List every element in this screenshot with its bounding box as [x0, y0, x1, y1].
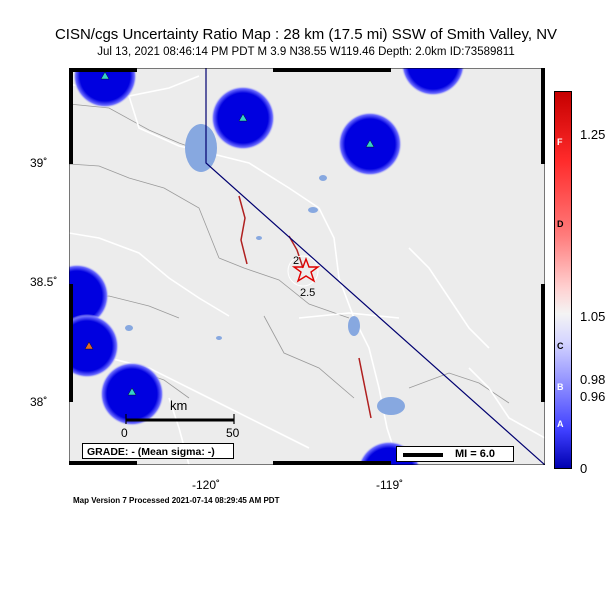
- map-canvas[interactable]: 2 2.5: [69, 68, 545, 465]
- colorbar-value-0: 0: [580, 461, 588, 476]
- faults: [238, 195, 372, 419]
- grade-letter-f: F: [557, 137, 563, 147]
- contour-label: 2: [293, 255, 299, 267]
- grade-letter-c: C: [557, 341, 564, 351]
- colorbar: [554, 91, 572, 469]
- colorbar-value-0-96: 0.96: [580, 389, 606, 404]
- lat-label-39: 39˚: [30, 156, 48, 170]
- epicenter-star-icon[interactable]: [291, 257, 321, 283]
- lake-tahoe: [185, 124, 217, 172]
- grade-letter-a: A: [557, 419, 564, 429]
- scale-bar: [125, 414, 235, 424]
- state-boundary: [205, 68, 545, 465]
- scale-end: 50: [226, 426, 240, 440]
- grade-letter-d: D: [557, 219, 564, 229]
- scale-start: 0: [121, 426, 128, 440]
- lakes: [125, 124, 405, 415]
- map-title: CISN/cgs Uncertainty Ratio Map : 28 km (…: [54, 26, 558, 43]
- station-markers: [84, 71, 375, 396]
- map-subtitle: Jul 13, 2021 08:46:14 PM PDT M 3.9 N38.5…: [97, 46, 515, 58]
- processing-footer: Map Version 7 Processed 2021-07-14 08:29…: [73, 496, 280, 505]
- grade-letter-b: B: [557, 382, 564, 392]
- scale-unit: km: [170, 398, 188, 413]
- epicenter-label: 2.5: [300, 287, 315, 299]
- lon-label-120: -120˚: [192, 478, 221, 492]
- grade-box: GRADE: - (Mean sigma: -): [82, 443, 234, 459]
- lon-label-119: -119˚: [376, 478, 404, 492]
- mi-label: MI = 6.0: [455, 448, 496, 460]
- lat-label-38-5: 38.5˚: [30, 275, 58, 289]
- colorbar-value-1-25: 1.25: [580, 127, 606, 142]
- map-border-ticks: [69, 68, 545, 465]
- mi-line-icon: [403, 453, 443, 457]
- colorbar-value-1-05: 1.05: [580, 309, 606, 324]
- colorbar-value-0-98: 0.98: [580, 372, 606, 387]
- mi-legend: MI = 6.0: [396, 446, 514, 462]
- lat-label-38: 38˚: [30, 395, 48, 409]
- ratio-contour: [287, 255, 319, 287]
